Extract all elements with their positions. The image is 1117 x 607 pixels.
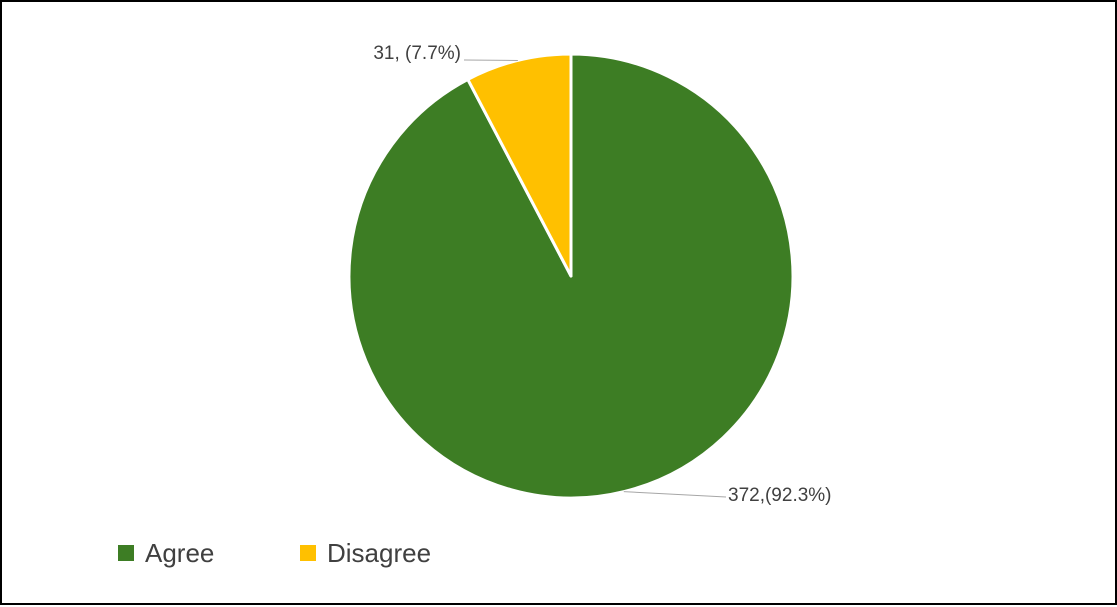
data-label-disagree: 31, (7.7%)	[373, 43, 461, 64]
pie-slices	[349, 54, 793, 498]
leader-line-agree	[624, 492, 726, 497]
legend-label-disagree: Disagree	[327, 538, 431, 568]
legend-swatch-agree	[118, 545, 134, 561]
legend-swatch-disagree	[300, 545, 316, 561]
legend: Agree Disagree	[118, 538, 431, 568]
data-label-agree: 372,(92.3%)	[728, 485, 832, 506]
legend-label-agree: Agree	[145, 538, 214, 568]
